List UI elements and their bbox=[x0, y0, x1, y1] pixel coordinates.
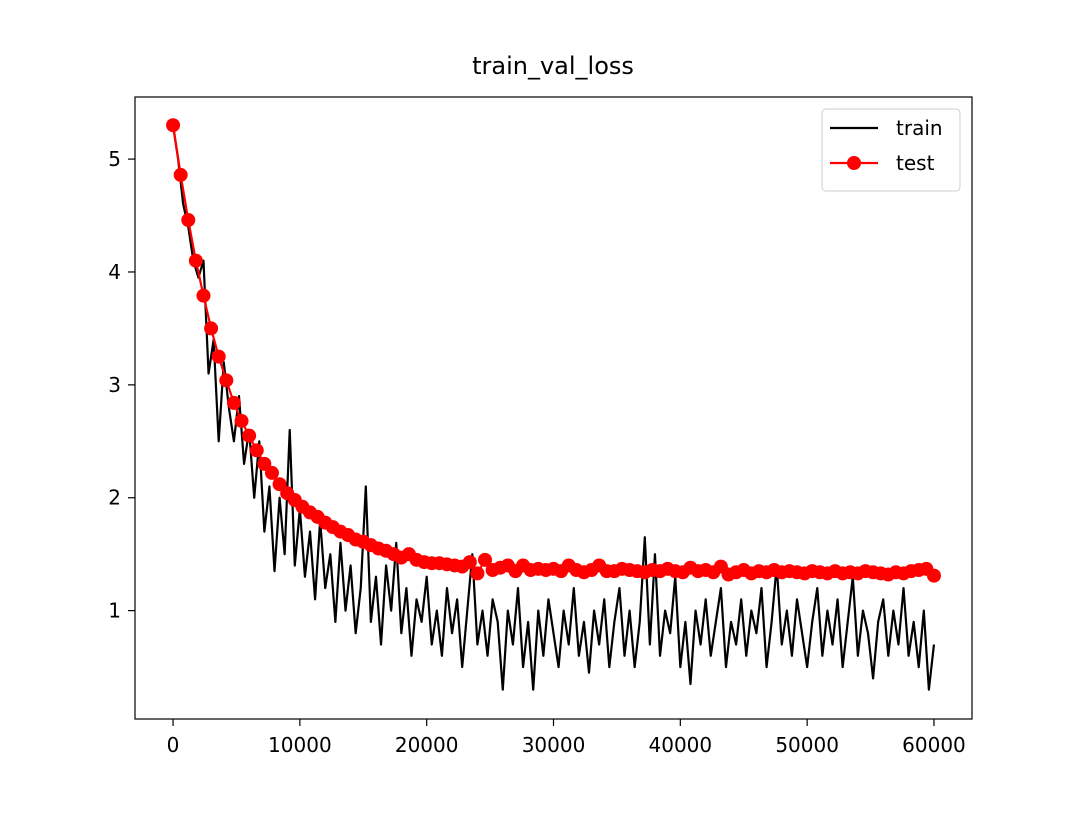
x-tick-label: 10000 bbox=[268, 733, 332, 757]
series-marker bbox=[242, 428, 257, 443]
x-tick-label: 60000 bbox=[902, 733, 966, 757]
series-marker bbox=[264, 465, 279, 480]
series-marker bbox=[181, 213, 196, 228]
chart-title: train_val_loss bbox=[472, 52, 634, 80]
y-tick-label: 2 bbox=[108, 486, 121, 510]
series-marker bbox=[926, 568, 941, 583]
series-marker bbox=[196, 288, 211, 303]
series-marker bbox=[249, 443, 264, 458]
legend-label: test bbox=[896, 151, 935, 175]
series-marker bbox=[173, 167, 188, 182]
series-marker bbox=[166, 118, 181, 133]
series-marker bbox=[470, 566, 485, 581]
y-tick-label: 4 bbox=[108, 260, 121, 284]
series-marker bbox=[204, 321, 219, 336]
series-marker bbox=[219, 373, 234, 388]
legend-box bbox=[821, 108, 961, 192]
legend-marker bbox=[847, 156, 861, 170]
series-marker bbox=[478, 552, 493, 567]
x-tick-label: 0 bbox=[167, 733, 180, 757]
legend-label: train bbox=[896, 116, 943, 140]
y-tick-label: 5 bbox=[108, 147, 121, 171]
x-tick-label: 30000 bbox=[522, 733, 586, 757]
x-tick-label: 20000 bbox=[395, 733, 459, 757]
x-tick-label: 40000 bbox=[649, 733, 713, 757]
series-marker bbox=[234, 413, 249, 428]
x-tick-label: 50000 bbox=[775, 733, 839, 757]
series-marker bbox=[226, 395, 241, 410]
plot-frame bbox=[134, 96, 973, 720]
y-tick-label: 3 bbox=[108, 373, 121, 397]
series-marker bbox=[211, 349, 226, 364]
series-marker bbox=[188, 253, 203, 268]
y-tick-label: 1 bbox=[108, 599, 121, 623]
series-marker bbox=[462, 555, 477, 570]
